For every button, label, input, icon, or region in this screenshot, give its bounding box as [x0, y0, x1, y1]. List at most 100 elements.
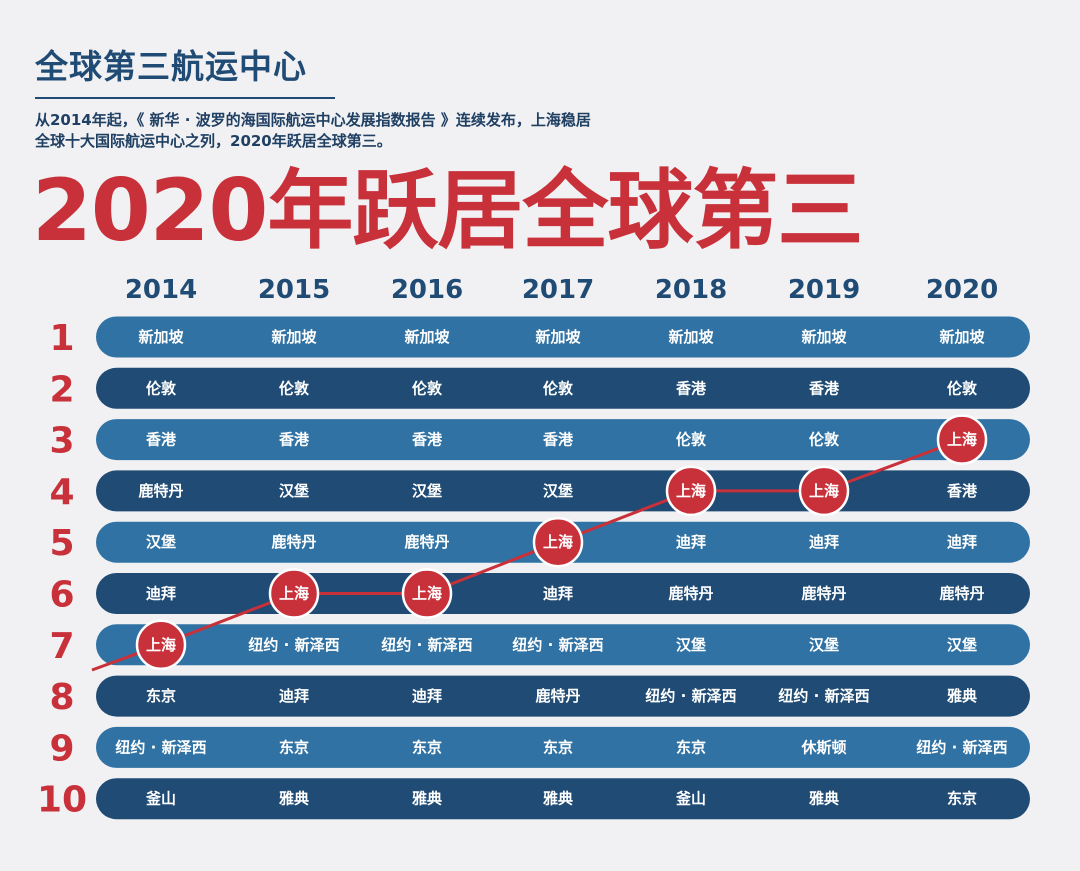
city-label: 釜山 [145, 790, 176, 808]
city-label: 鹿特丹 [939, 585, 984, 603]
rank-row-bar [96, 624, 1030, 666]
shanghai-marker-label: 上海 [809, 482, 839, 500]
city-label: 香港 [543, 431, 574, 449]
shanghai-marker [268, 568, 320, 619]
city-label: 伦敦 [809, 431, 840, 449]
intro-line-1: 从2014年起，《 新华 · 波罗的海国际航运中心发展指数报告 》连续发布，上海… [35, 111, 591, 129]
city-label: 鹿特丹 [535, 687, 580, 705]
year-label: 2020 [926, 275, 998, 305]
year-label: 2015 [258, 275, 330, 305]
city-label: 东京 [543, 738, 573, 756]
title-underline [35, 97, 335, 99]
city-label: 新加坡 [138, 328, 183, 346]
city-label: 纽约 · 新泽西 [512, 636, 603, 654]
rank-number: 2 [49, 369, 74, 410]
shanghai-marker-label: 上海 [676, 482, 706, 500]
city-label: 鹿特丹 [271, 533, 316, 551]
city-label: 迪拜 [279, 687, 309, 705]
city-label: 迪拜 [947, 533, 977, 551]
city-label: 东京 [676, 738, 706, 756]
city-label: 鹿特丹 [801, 585, 846, 603]
rank-row-bar [96, 367, 1030, 409]
city-label: 雅典 [542, 790, 573, 808]
city-label: 汉堡 [543, 482, 573, 500]
city-label: 香港 [412, 431, 443, 449]
city-label: 新加坡 [535, 328, 580, 346]
shanghai-marker-label: 上海 [543, 533, 573, 551]
year-label: 2014 [125, 275, 197, 305]
rank-number: 3 [49, 421, 74, 462]
city-label: 伦敦 [947, 379, 978, 397]
intro-line-2: 全球十大国际航运中心之列，2020年跃居全球第三。 [35, 132, 392, 150]
shanghai-marker [401, 568, 453, 619]
rank-number: 1 [49, 318, 74, 359]
city-label: 鹿特丹 [404, 533, 449, 551]
city-label: 迪拜 [412, 687, 442, 705]
city-label: 伦敦 [543, 379, 574, 397]
city-label: 纽约 · 新泽西 [645, 687, 736, 705]
city-label: 香港 [947, 482, 978, 500]
rank-number: 5 [49, 523, 74, 564]
rank-row-bar [96, 573, 1030, 614]
shanghai-marker [798, 465, 850, 517]
page-title: 全球第三航运中心 [35, 47, 307, 86]
city-label: 休斯顿 [800, 738, 846, 756]
city-label: 纽约 · 新泽西 [916, 738, 1007, 756]
city-label: 纽约 · 新泽西 [115, 738, 206, 756]
rank-row-bar [96, 726, 1030, 768]
shanghai-marker [665, 465, 717, 517]
rank-number: 9 [49, 728, 74, 769]
rank-number: 8 [49, 677, 74, 718]
city-label: 新加坡 [404, 328, 449, 346]
city-label: 雅典 [808, 790, 839, 808]
year-label: 2019 [788, 275, 860, 305]
rank-number: 6 [49, 575, 74, 616]
city-label: 伦敦 [412, 379, 443, 397]
city-label: 伦敦 [146, 379, 177, 397]
year-label: 2017 [522, 275, 594, 305]
shanghai-marker [936, 414, 988, 465]
city-label: 汉堡 [809, 636, 839, 654]
rank-row-bar [96, 419, 1030, 461]
shanghai-marker [135, 619, 187, 671]
city-label: 鹿特丹 [668, 585, 713, 603]
city-label: 汉堡 [676, 636, 706, 654]
rank-number: 10 [37, 780, 87, 821]
shanghai-marker-label: 上海 [146, 636, 176, 654]
city-label: 新加坡 [668, 328, 713, 346]
city-label: 迪拜 [676, 533, 706, 551]
city-label: 新加坡 [801, 328, 846, 346]
city-label: 纽约 · 新泽西 [381, 636, 472, 654]
city-label: 东京 [279, 738, 309, 756]
city-label: 伦敦 [279, 379, 310, 397]
city-label: 东京 [146, 687, 176, 705]
city-label: 伦敦 [676, 431, 707, 449]
city-label: 香港 [279, 431, 310, 449]
city-label: 新加坡 [939, 328, 984, 346]
city-label: 东京 [412, 738, 442, 756]
city-label: 汉堡 [947, 636, 977, 654]
city-label: 迪拜 [146, 585, 176, 603]
city-label: 汉堡 [146, 533, 176, 551]
city-label: 香港 [146, 431, 177, 449]
rank-number: 7 [49, 626, 74, 667]
city-label: 香港 [676, 379, 707, 397]
city-label: 香港 [809, 379, 840, 397]
rank-row-bar [96, 675, 1030, 717]
city-label: 雅典 [946, 687, 977, 705]
city-label: 釜山 [675, 790, 706, 808]
rank-row-bar [96, 316, 1030, 358]
shanghai-marker [532, 516, 584, 568]
city-label: 鹿特丹 [138, 482, 183, 500]
year-label: 2018 [655, 275, 727, 305]
city-label: 雅典 [411, 790, 442, 808]
headline: 2020年跃居全球第三 [32, 161, 863, 261]
city-label: 雅典 [278, 790, 309, 808]
shanghai-marker-label: 上海 [279, 585, 309, 603]
city-label: 新加坡 [271, 328, 316, 346]
city-label: 纽约 · 新泽西 [248, 636, 339, 654]
city-label: 迪拜 [543, 585, 573, 603]
rank-row-bar [96, 470, 1030, 512]
year-label: 2016 [391, 275, 463, 305]
